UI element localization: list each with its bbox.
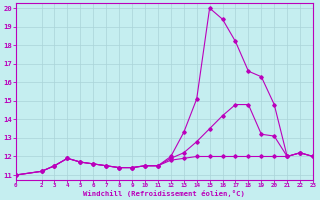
X-axis label: Windchill (Refroidissement éolien,°C): Windchill (Refroidissement éolien,°C) [84, 190, 245, 197]
